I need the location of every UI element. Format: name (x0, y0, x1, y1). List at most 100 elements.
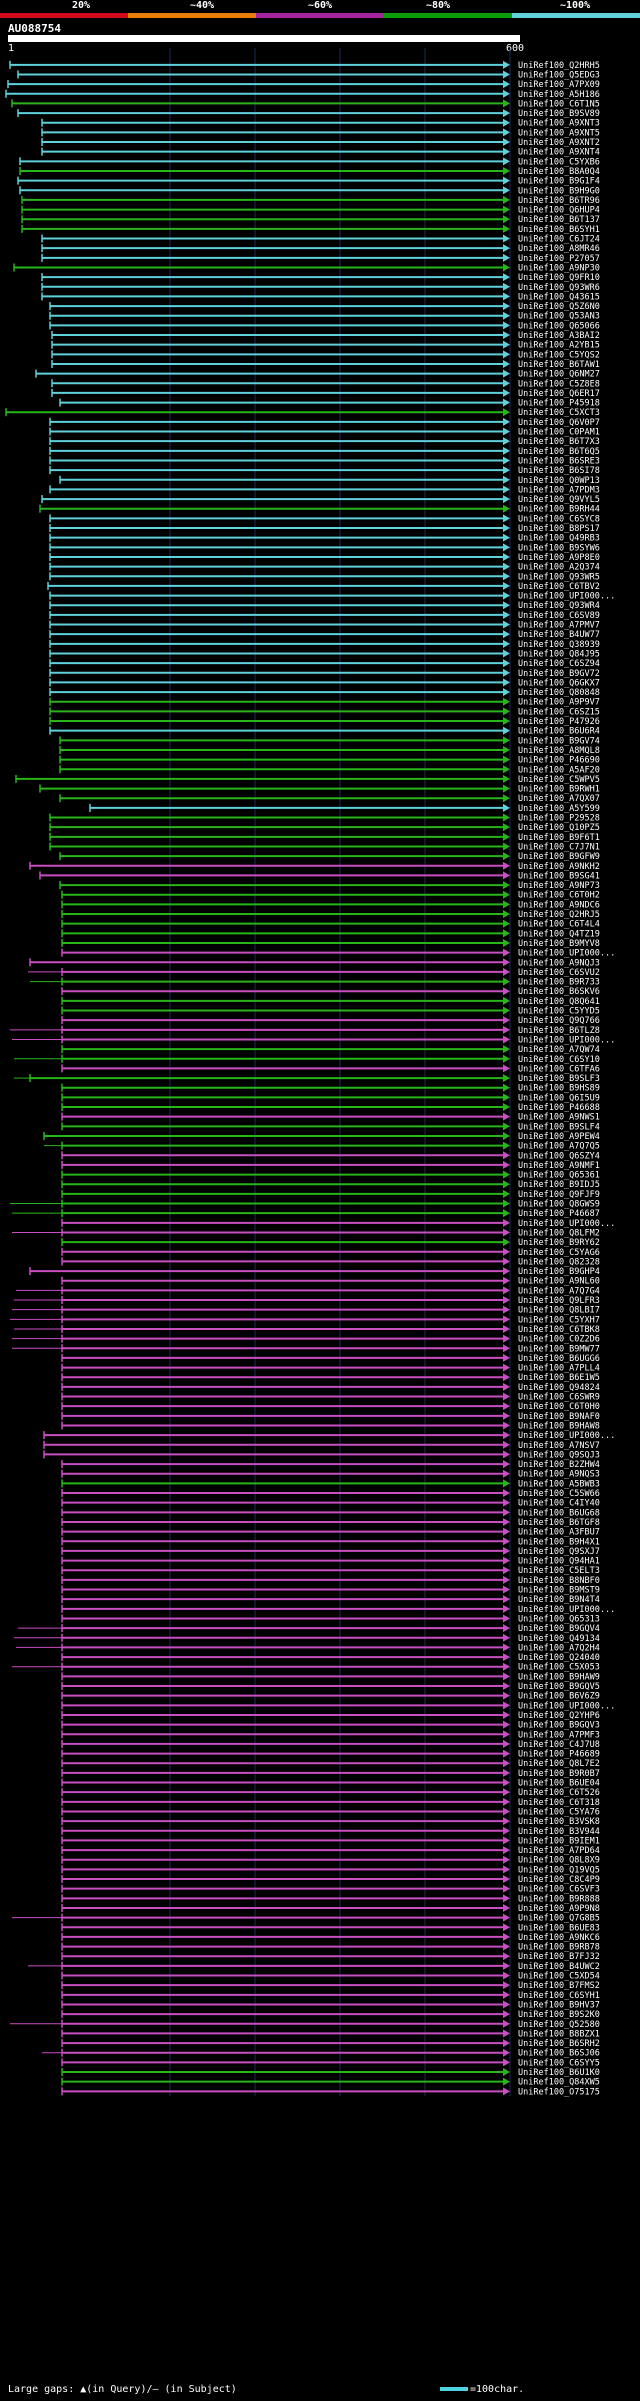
hit-label[interactable]: UniRef100_A2Q374 (518, 563, 600, 573)
hit-label[interactable]: UniRef100_C4J7U8 (518, 1740, 600, 1750)
hit-label[interactable]: UniRef100_A7Q2H4 (518, 1643, 600, 1653)
hit-label[interactable]: UniRef100_Q6ER17 (518, 389, 600, 399)
hit-label[interactable]: UniRef100_B9N4T4 (518, 1595, 600, 1605)
hit-label[interactable]: UniRef100_A9NL60 (518, 1277, 600, 1287)
hit-label[interactable]: UniRef100_Q93WR4 (518, 601, 600, 611)
hit-label[interactable]: UniRef100_Q9Q766 (518, 1016, 600, 1026)
hit-label[interactable]: UniRef100_A9PEW4 (518, 1132, 600, 1142)
hit-label[interactable]: UniRef100_A5H186 (518, 90, 600, 100)
hit-label[interactable]: UniRef100_Q2HRJ5 (518, 910, 600, 920)
hit-label[interactable]: UniRef100_Q2YHP6 (518, 1711, 600, 1721)
hit-label[interactable]: UniRef100_C6T0H2 (518, 891, 600, 901)
hit-label[interactable]: UniRef100_Q8Q641 (518, 997, 600, 1007)
hit-label[interactable]: UniRef100_B9F6T1 (518, 833, 600, 843)
hit-label[interactable]: UniRef100_B6SJ06 (518, 2049, 600, 2059)
hit-label[interactable]: UniRef100_Q84J95 (518, 649, 600, 659)
hit-label[interactable]: UniRef100_Q93WR6 (518, 283, 600, 293)
hit-label[interactable]: UniRef100_B6SYH1 (518, 225, 600, 235)
hit-label[interactable]: UniRef100_B9SG41 (518, 871, 600, 881)
hit-label[interactable]: UniRef100_C6SYC8 (518, 514, 600, 524)
hit-label[interactable]: UniRef100_B6TR96 (518, 196, 600, 206)
hit-label[interactable]: UniRef100_P45918 (518, 399, 600, 409)
hit-label[interactable]: UniRef100_B3VSK8 (518, 1817, 600, 1827)
hit-label[interactable]: UniRef100_C5XD54 (518, 1972, 600, 1982)
hit-label[interactable]: UniRef100_B9S2K0 (518, 2010, 600, 2020)
hit-label[interactable]: UniRef100_Q9VYL5 (518, 495, 600, 505)
hit-label[interactable]: UniRef100_C6TBK8 (518, 1325, 600, 1335)
hit-label[interactable]: UniRef100_A9P8E0 (518, 553, 600, 563)
hit-label[interactable]: UniRef100_C0PAM1 (518, 428, 600, 438)
hit-label[interactable]: UniRef100_Q38939 (518, 640, 600, 650)
hit-label[interactable]: UniRef100_B6UGG6 (518, 1354, 600, 1364)
hit-label[interactable]: UniRef100_C6T1N5 (518, 99, 600, 109)
hit-label[interactable]: UniRef100_A7PLL4 (518, 1364, 600, 1374)
hit-label[interactable]: UniRef100_Q65066 (518, 321, 600, 331)
hit-label[interactable]: UniRef100_P29528 (518, 814, 600, 824)
hit-label[interactable]: UniRef100_B9GV74 (518, 736, 600, 746)
hit-label[interactable]: UniRef100_B9GQV4 (518, 1624, 600, 1634)
hit-label[interactable]: UniRef100_UPI000... (518, 1431, 615, 1441)
hit-label[interactable]: UniRef100_B6T137 (518, 215, 600, 225)
hit-label[interactable]: UniRef100_A5AF20 (518, 765, 600, 775)
hit-label[interactable]: UniRef100_C6TFA6 (518, 1064, 600, 1074)
hit-label[interactable]: UniRef100_B6T6Q5 (518, 447, 600, 457)
hit-label[interactable]: UniRef100_C6SZ94 (518, 659, 600, 669)
hit-label[interactable]: UniRef100_B9NAF0 (518, 1412, 600, 1422)
hit-label[interactable]: UniRef100_Q8L7E2 (518, 1759, 600, 1769)
hit-label[interactable]: UniRef100_Q65361 (518, 1171, 600, 1181)
hit-label[interactable]: UniRef100_B9SLF4 (518, 1122, 600, 1132)
hit-label[interactable]: UniRef100_B6U1K0 (518, 2068, 600, 2078)
hit-label[interactable]: UniRef100_A9NWS1 (518, 1113, 600, 1123)
hit-label[interactable]: UniRef100_C6T318 (518, 1798, 600, 1808)
hit-label[interactable]: UniRef100_B6SKV6 (518, 987, 600, 997)
hit-label[interactable]: UniRef100_Q8LFM2 (518, 1228, 600, 1238)
hit-label[interactable]: UniRef100_C4IY40 (518, 1499, 600, 1509)
hit-label[interactable]: UniRef100_Q52580 (518, 2020, 600, 2030)
hit-label[interactable]: UniRef100_B9HS89 (518, 1084, 600, 1094)
hit-label[interactable]: UniRef100_C6SZ15 (518, 707, 600, 717)
hit-label[interactable]: UniRef100_B9GV72 (518, 669, 600, 679)
hit-label[interactable]: UniRef100_A9NP73 (518, 881, 600, 891)
hit-label[interactable]: UniRef100_Q80848 (518, 688, 600, 698)
hit-label[interactable]: UniRef100_C6SVF3 (518, 1885, 600, 1895)
hit-label[interactable]: UniRef100_B6U6R4 (518, 727, 600, 737)
hit-label[interactable]: UniRef100_UPI000... (518, 1605, 615, 1615)
hit-label[interactable]: UniRef100_B9RY62 (518, 1238, 600, 1248)
hit-label[interactable]: UniRef100_A9NQS3 (518, 1470, 600, 1480)
hit-label[interactable]: UniRef100_B9RB78 (518, 1943, 600, 1953)
hit-label[interactable]: UniRef100_A7Q7G4 (518, 1286, 600, 1296)
hit-label[interactable]: UniRef100_C6SYY5 (518, 2058, 600, 2068)
hit-label[interactable]: UniRef100_A9NDC6 (518, 900, 600, 910)
hit-label[interactable]: UniRef100_B4UW77 (518, 630, 600, 640)
hit-label[interactable]: UniRef100_C6SV89 (518, 611, 600, 621)
hit-label[interactable]: UniRef100_B9R0B7 (518, 1769, 600, 1779)
hit-label[interactable]: UniRef100_B6TAW1 (518, 360, 600, 370)
hit-label[interactable]: UniRef100_B9MYV8 (518, 939, 600, 949)
hit-label[interactable]: UniRef100_B9H4X1 (518, 1537, 600, 1547)
hit-label[interactable]: UniRef100_A9NKC6 (518, 1933, 600, 1943)
hit-label[interactable]: UniRef100_Q5Z6N0 (518, 302, 600, 312)
hit-label[interactable]: UniRef100_Q9SQJ3 (518, 1450, 600, 1460)
hit-label[interactable]: UniRef100_A7PD64 (518, 1846, 600, 1856)
hit-label[interactable]: UniRef100_B6UE04 (518, 1779, 600, 1789)
hit-label[interactable]: UniRef100_B9GHP4 (518, 1267, 600, 1277)
hit-label[interactable]: UniRef100_A9XNT5 (518, 128, 600, 138)
hit-label[interactable]: UniRef100_A7PMF3 (518, 1730, 600, 1740)
hit-label[interactable]: UniRef100_P46690 (518, 756, 600, 766)
hit-label[interactable]: UniRef100_A7PX09 (518, 80, 600, 90)
hit-label[interactable]: UniRef100_Q10PZ5 (518, 823, 600, 833)
hit-label[interactable]: UniRef100_B8BZX1 (518, 2029, 600, 2039)
hit-label[interactable]: UniRef100_Q6GKX7 (518, 678, 600, 688)
hit-label[interactable]: UniRef100_A9NMF1 (518, 1161, 600, 1171)
hit-label[interactable]: UniRef100_Q24040 (518, 1653, 600, 1663)
hit-label[interactable]: UniRef100_A9NQJ3 (518, 958, 600, 968)
hit-label[interactable]: UniRef100_C5YA76 (518, 1807, 600, 1817)
hit-label[interactable]: UniRef100_Q9FR10 (518, 273, 600, 283)
hit-label[interactable]: UniRef100_Q19VQ5 (518, 1865, 600, 1875)
hit-label[interactable]: UniRef100_Q84XW5 (518, 2078, 600, 2088)
hit-label[interactable]: UniRef100_A7Q7Q5 (518, 1142, 600, 1152)
hit-label[interactable]: UniRef100_Q94824 (518, 1383, 600, 1393)
hit-label[interactable]: UniRef100_B6E1W5 (518, 1373, 600, 1383)
hit-label[interactable]: UniRef100_B6UE83 (518, 1923, 600, 1933)
hit-label[interactable]: UniRef100_Q6NM27 (518, 370, 600, 380)
